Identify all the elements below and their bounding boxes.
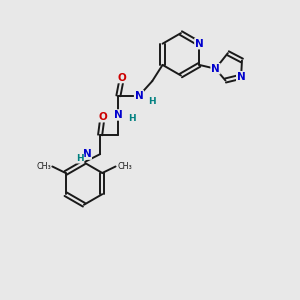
- Text: N: N: [195, 39, 204, 49]
- Text: N: N: [135, 91, 143, 101]
- Text: N: N: [237, 72, 245, 82]
- Text: N: N: [114, 110, 123, 120]
- Text: CH₃: CH₃: [36, 162, 51, 171]
- Text: N: N: [211, 64, 220, 74]
- Text: CH₃: CH₃: [117, 162, 132, 171]
- Text: N: N: [82, 149, 91, 159]
- Text: H: H: [76, 154, 84, 163]
- Text: H: H: [148, 97, 156, 106]
- Text: O: O: [118, 73, 126, 82]
- Text: O: O: [98, 112, 107, 122]
- Text: H: H: [128, 114, 135, 123]
